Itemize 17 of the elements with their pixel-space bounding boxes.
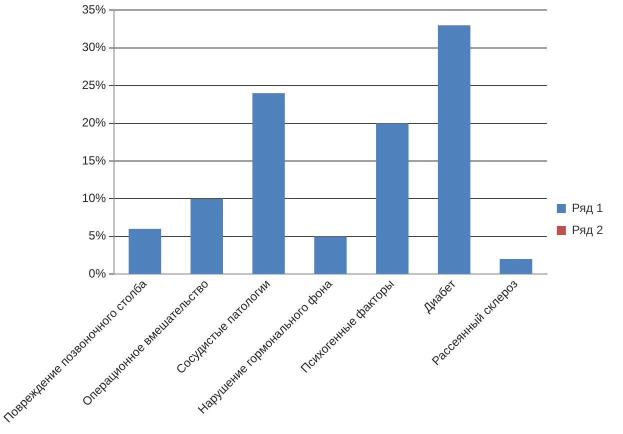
- bar: [376, 123, 409, 274]
- y-tick-label: 25%: [82, 78, 106, 92]
- y-tick-label: 15%: [82, 153, 106, 168]
- bar: [252, 93, 285, 274]
- bar: [438, 25, 470, 274]
- y-tick-label: 20%: [82, 116, 106, 130]
- legend-label: Ряд 1: [572, 200, 604, 215]
- y-tick-label: 30%: [82, 40, 106, 54]
- legend-label: Ряд 2: [572, 222, 604, 237]
- y-tick-label: 5%: [88, 228, 106, 243]
- bar: [190, 198, 223, 274]
- bar: [314, 236, 347, 274]
- bar: [128, 228, 162, 274]
- y-tick-label: 0%: [88, 266, 106, 280]
- y-tick-label: 10%: [82, 191, 106, 206]
- y-tick-label: 35%: [82, 2, 106, 17]
- bar: [500, 259, 532, 274]
